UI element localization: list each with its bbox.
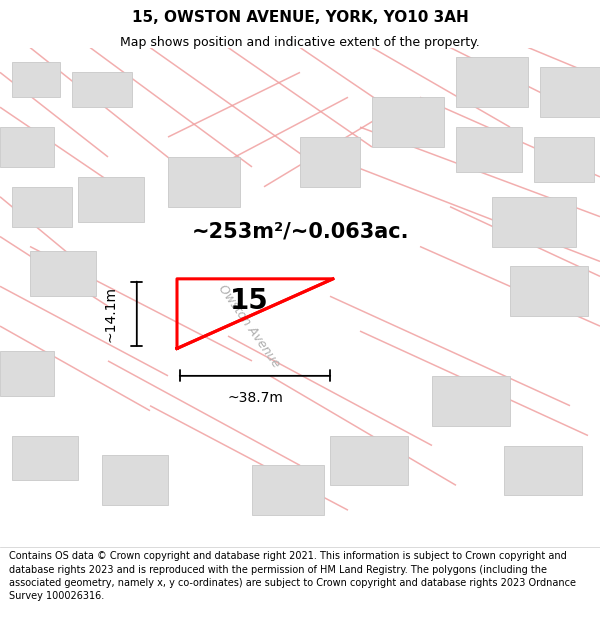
Polygon shape	[12, 62, 60, 98]
Polygon shape	[456, 127, 522, 172]
Polygon shape	[252, 466, 324, 515]
Polygon shape	[12, 436, 78, 481]
Polygon shape	[492, 197, 576, 246]
Polygon shape	[300, 137, 360, 187]
Text: 15: 15	[230, 288, 268, 315]
Text: ~14.1m: ~14.1m	[104, 286, 118, 342]
Text: Contains OS data © Crown copyright and database right 2021. This information is : Contains OS data © Crown copyright and d…	[9, 551, 576, 601]
Polygon shape	[102, 456, 168, 505]
Text: Owston Avenue: Owston Avenue	[215, 282, 283, 370]
Text: ~38.7m: ~38.7m	[227, 391, 283, 405]
Polygon shape	[504, 446, 582, 495]
Polygon shape	[30, 251, 96, 296]
Text: ~253m²/~0.063ac.: ~253m²/~0.063ac.	[191, 222, 409, 242]
Polygon shape	[432, 376, 510, 426]
Polygon shape	[0, 127, 54, 167]
Polygon shape	[12, 187, 72, 227]
Polygon shape	[78, 177, 144, 222]
Text: Map shows position and indicative extent of the property.: Map shows position and indicative extent…	[120, 36, 480, 49]
Polygon shape	[372, 98, 444, 147]
Polygon shape	[510, 266, 588, 316]
Polygon shape	[534, 137, 594, 182]
Polygon shape	[72, 72, 132, 107]
Polygon shape	[168, 157, 240, 207]
Polygon shape	[540, 68, 600, 117]
Polygon shape	[330, 436, 408, 485]
Polygon shape	[456, 58, 528, 108]
Polygon shape	[0, 351, 54, 396]
Text: 15, OWSTON AVENUE, YORK, YO10 3AH: 15, OWSTON AVENUE, YORK, YO10 3AH	[131, 11, 469, 26]
